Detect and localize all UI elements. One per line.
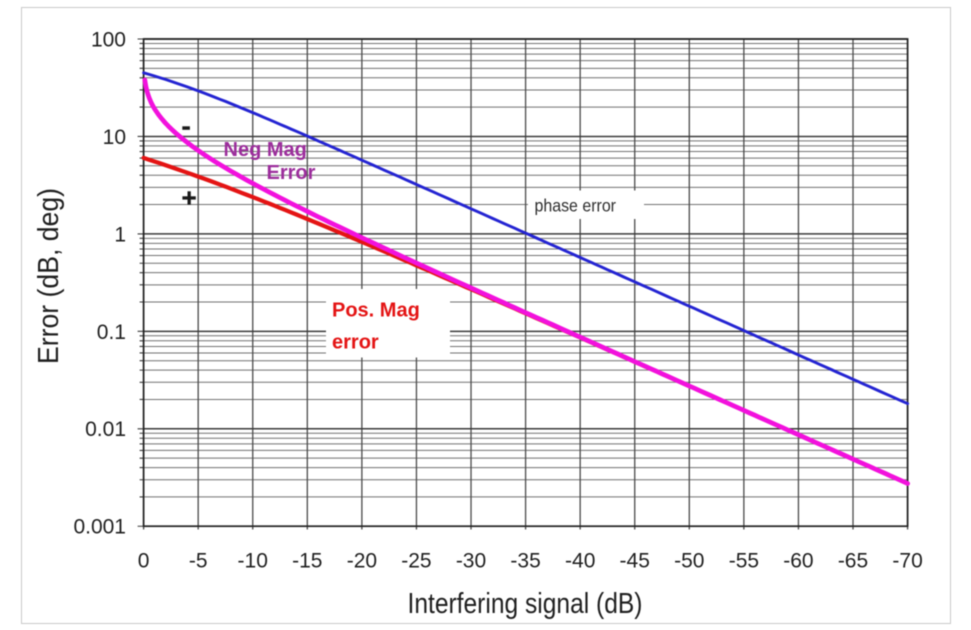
svg-text:1: 1 bbox=[114, 223, 126, 246]
svg-text:10: 10 bbox=[103, 126, 126, 149]
svg-text:Interfering signal (dB): Interfering signal (dB) bbox=[408, 588, 643, 620]
svg-text:-40: -40 bbox=[565, 550, 595, 573]
svg-text:-70: -70 bbox=[892, 550, 922, 573]
svg-text:0.1: 0.1 bbox=[97, 321, 126, 344]
svg-text:Neg Mag: Neg Mag bbox=[224, 139, 307, 161]
svg-text:-65: -65 bbox=[838, 550, 868, 573]
svg-text:-5: -5 bbox=[189, 550, 208, 573]
svg-text:Pos. Mag: Pos. Mag bbox=[332, 300, 420, 322]
svg-text:-30: -30 bbox=[456, 550, 486, 573]
svg-text:0.01: 0.01 bbox=[85, 418, 126, 441]
svg-text:-15: -15 bbox=[292, 550, 322, 573]
svg-text:-35: -35 bbox=[510, 550, 540, 573]
svg-text:-45: -45 bbox=[620, 550, 650, 573]
svg-text:-55: -55 bbox=[729, 550, 759, 573]
svg-text:-10: -10 bbox=[238, 550, 268, 573]
svg-text:Error (dB, deg): Error (dB, deg) bbox=[33, 188, 65, 364]
svg-text:-50: -50 bbox=[674, 550, 704, 573]
svg-text:-60: -60 bbox=[783, 550, 813, 573]
svg-text:-20: -20 bbox=[347, 550, 377, 573]
svg-text:-25: -25 bbox=[401, 550, 431, 573]
svg-text:Error: Error bbox=[267, 162, 316, 184]
svg-text:100: 100 bbox=[91, 28, 126, 51]
svg-text:error: error bbox=[332, 331, 379, 353]
svg-text:0: 0 bbox=[138, 550, 150, 573]
svg-text:phase error: phase error bbox=[535, 196, 617, 216]
svg-text:0.001: 0.001 bbox=[73, 516, 126, 539]
